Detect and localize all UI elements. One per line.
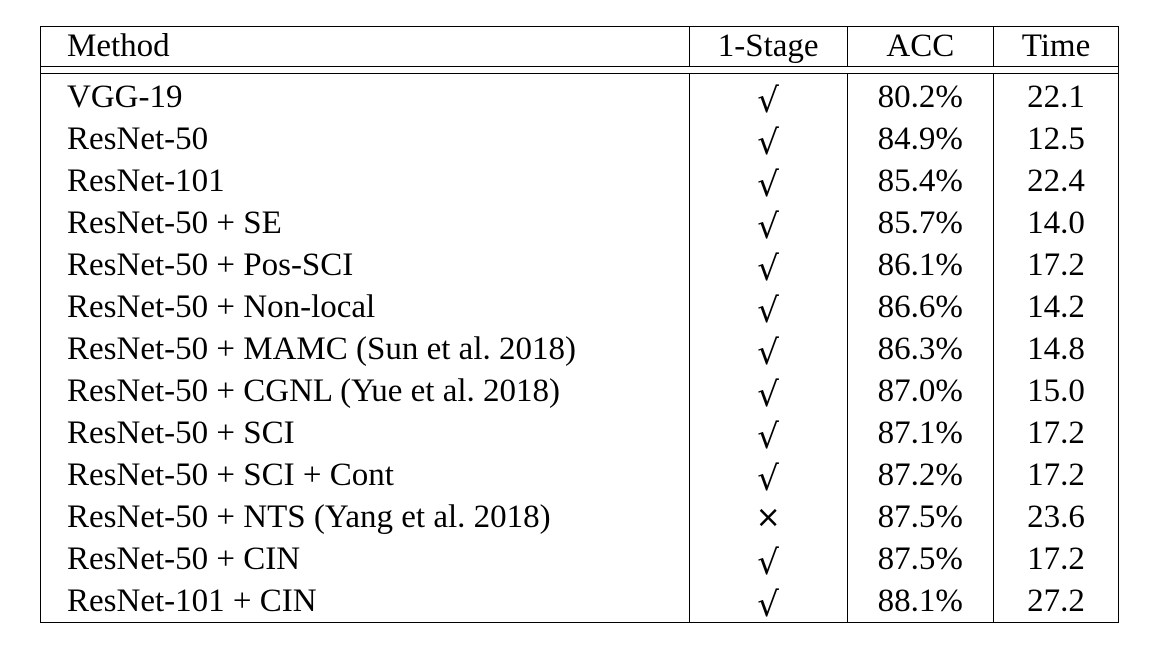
stage-cell: √	[688, 286, 848, 331]
method-cell: ResNet-50 + SCI	[40, 412, 690, 454]
time-cell: 15.0	[993, 370, 1119, 412]
checkmark-icon: √	[757, 542, 779, 583]
stage-cell: √	[688, 412, 848, 457]
header-method: Method	[40, 26, 690, 67]
time-cell: 17.2	[993, 538, 1119, 580]
acc-cell: 84.9%	[846, 118, 994, 160]
acc-cell: 87.2%	[846, 454, 994, 496]
checkmark-icon: √	[757, 332, 779, 373]
checkmark-icon: √	[757, 122, 779, 163]
checkmark-icon: √	[757, 206, 779, 247]
stage-cell: √	[688, 538, 848, 583]
checkmark-icon: √	[757, 584, 779, 625]
stage-cell: √	[688, 73, 848, 121]
method-cell: ResNet-50 + CGNL (Yue et al. 2018)	[40, 370, 690, 412]
cross-icon: ×	[755, 499, 781, 535]
method-cell: ResNet-50 + CIN	[40, 538, 690, 580]
table-row: ResNet-101 + CIN √ 88.1% 27.2	[40, 580, 1119, 625]
time-cell: 17.2	[993, 412, 1119, 454]
stage-cell: √	[688, 580, 848, 625]
table-row: ResNet-50 + Pos-SCI √ 86.1% 17.2	[40, 244, 1119, 289]
time-cell: 17.2	[993, 244, 1119, 286]
header-row: Method 1-Stage ACC Time	[40, 26, 1119, 67]
method-cell: ResNet-50 + Non-local	[40, 286, 690, 328]
header-stage: 1-Stage	[688, 26, 848, 67]
time-cell: 22.4	[993, 160, 1119, 202]
time-cell: 14.0	[993, 202, 1119, 244]
stage-cell: √	[688, 244, 848, 289]
time-cell: 12.5	[993, 118, 1119, 160]
checkmark-icon: √	[757, 458, 779, 499]
stage-cell: √	[688, 454, 848, 499]
acc-cell: 86.1%	[846, 244, 994, 286]
checkmark-icon: √	[757, 164, 779, 205]
header-time: Time	[993, 26, 1119, 67]
method-cell: VGG-19	[40, 73, 690, 118]
time-cell: 14.2	[993, 286, 1119, 328]
table-row: ResNet-50 + NTS (Yang et al. 2018) × 87.5%…	[40, 496, 1119, 538]
table-row: ResNet-50 + SE √ 85.7% 14.0	[40, 202, 1119, 247]
results-table: Method 1-Stage ACC Time VGG-19 √ 80.2% 22.1…	[40, 26, 1119, 623]
stage-cell: √	[688, 370, 848, 415]
method-cell: ResNet-50	[40, 118, 690, 160]
acc-cell: 85.7%	[846, 202, 994, 244]
acc-cell: 87.1%	[846, 412, 994, 454]
acc-cell: 86.3%	[846, 328, 994, 370]
method-cell: ResNet-50 + NTS (Yang et al. 2018)	[40, 496, 690, 538]
checkmark-icon: √	[757, 80, 779, 121]
time-cell: 22.1	[993, 73, 1119, 118]
header-separator	[40, 66, 1119, 74]
table-row: ResNet-50 + Non-local √ 86.6% 14.2	[40, 286, 1119, 331]
method-cell: ResNet-50 + MAMC (Sun et al. 2018)	[40, 328, 690, 370]
table-row: ResNet-101 √ 85.4% 22.4	[40, 160, 1119, 205]
method-cell: ResNet-101	[40, 160, 690, 202]
time-cell: 23.6	[993, 496, 1119, 538]
header-acc: ACC	[846, 26, 994, 67]
acc-cell: 87.0%	[846, 370, 994, 412]
acc-cell: 88.1%	[846, 580, 994, 623]
method-cell: ResNet-50 + SCI + Cont	[40, 454, 690, 496]
table-row: ResNet-50 √ 84.9% 12.5	[40, 118, 1119, 163]
table-row: ResNet-50 + MAMC (Sun et al. 2018) √ 86.3%…	[40, 328, 1119, 373]
table-row: ResNet-50 + SCI √ 87.1% 17.2	[40, 412, 1119, 457]
stage-cell: √	[688, 160, 848, 205]
table-row: VGG-19 √ 80.2% 22.1	[40, 73, 1119, 121]
checkmark-icon: √	[757, 248, 779, 289]
stage-cell: √	[688, 118, 848, 163]
checkmark-icon: √	[757, 290, 779, 331]
stage-cell: √	[688, 328, 848, 373]
method-cell: ResNet-101 + CIN	[40, 580, 690, 623]
method-cell: ResNet-50 + SE	[40, 202, 690, 244]
time-cell: 27.2	[993, 580, 1119, 623]
table-row: ResNet-50 + CGNL (Yue et al. 2018) √ 87.0%…	[40, 370, 1119, 415]
acc-cell: 86.6%	[846, 286, 994, 328]
time-cell: 17.2	[993, 454, 1119, 496]
checkmark-icon: √	[757, 416, 779, 457]
acc-cell: 85.4%	[846, 160, 994, 202]
acc-cell: 87.5%	[846, 538, 994, 580]
acc-cell: 80.2%	[846, 73, 994, 118]
time-cell: 14.8	[993, 328, 1119, 370]
stage-cell: ×	[688, 496, 848, 538]
acc-cell: 87.5%	[846, 496, 994, 538]
method-cell: ResNet-50 + Pos-SCI	[40, 244, 690, 286]
table-row: ResNet-50 + CIN √ 87.5% 17.2	[40, 538, 1119, 583]
table-row: ResNet-50 + SCI + Cont √ 87.2% 17.2	[40, 454, 1119, 499]
checkmark-icon: √	[757, 374, 779, 415]
stage-cell: √	[688, 202, 848, 247]
